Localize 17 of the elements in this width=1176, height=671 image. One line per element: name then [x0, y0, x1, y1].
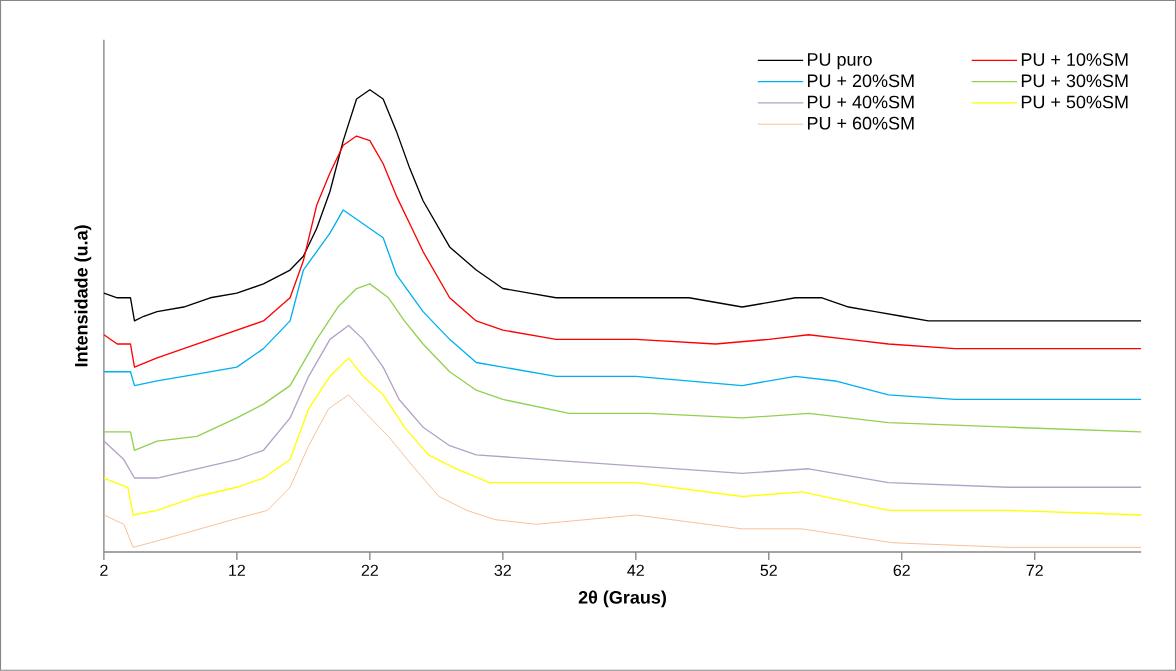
legend-label: PU + 50%SM [1021, 95, 1128, 109]
legend-label: PU + 40%SM [807, 95, 914, 109]
legend-label: PU + 60%SM [807, 116, 914, 130]
x-tick-label: 12 [229, 564, 245, 576]
legend-label: PU puro [807, 53, 872, 70]
x-tick-label: 2 [100, 564, 108, 576]
legend-label: PU + 20%SM [807, 74, 914, 88]
x-tick-label: 62 [893, 564, 910, 577]
x-tick-label: 52 [760, 564, 777, 577]
legend-label: PU + 10%SM [1021, 53, 1128, 66]
x-tick-label: 22 [361, 564, 378, 576]
legend-label: PU + 30%SM [1021, 74, 1128, 88]
x-axis-title: 2θ (Graus) [578, 590, 666, 608]
y-axis-title: Intensidade (u.a) [74, 225, 92, 367]
x-tick-label: 42 [627, 564, 644, 576]
x-tick-label: 72 [1026, 564, 1043, 576]
x-tick-label: 32 [494, 564, 511, 577]
